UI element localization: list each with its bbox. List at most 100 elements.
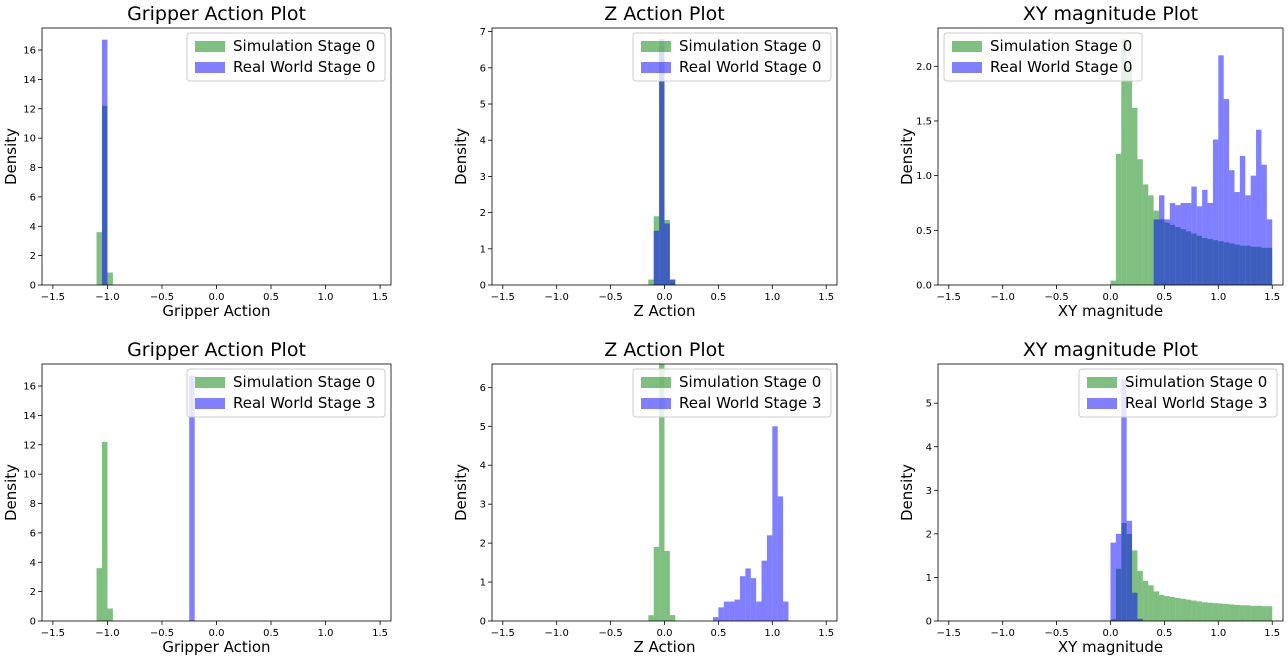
y-tick-label: 14 [23,411,36,422]
histogram-bar [1245,195,1251,285]
histogram-bar [1110,542,1116,621]
histogram-bar [1175,597,1181,621]
histogram-bar [1180,598,1186,621]
histogram-bar [1153,219,1160,285]
legend-box [943,32,1143,82]
x-tick-label: −1.0 [95,292,119,303]
legend-box [632,368,832,418]
series-2-bars [101,39,108,286]
legend-box [186,368,386,418]
y-tick-label: 2 [926,529,932,540]
histogram-bar [777,496,784,621]
legend-swatch [195,41,225,52]
histogram-bar [1164,596,1170,621]
histogram-bar [1223,604,1230,621]
histogram-bar [1218,603,1224,621]
x-tick-label: 1.0 [318,292,334,303]
histogram-bar [107,272,113,285]
x-tick-label: 1.0 [764,628,780,639]
x-axis-label: XY magnitude [1058,638,1163,656]
histogram-bar [1250,175,1257,285]
x-tick-label: −1.5 [491,628,515,639]
histogram-bar [750,578,757,621]
legend-label: Simulation Stage 0 [233,37,375,55]
histogram-bar [101,441,108,621]
y-tick-label: 0.5 [916,226,932,237]
histogram-bar [1229,170,1235,285]
histogram-bar [1261,606,1267,621]
y-tick-label: 2 [480,208,486,219]
histogram-bar [718,607,724,621]
histogram-bar [1266,606,1273,621]
x-tick-label: 1.0 [1210,292,1226,303]
legend: Simulation Stage 0 Real World Stage 0 [943,32,1143,82]
histogram-bar [729,601,735,621]
x-tick-label: −1.0 [991,292,1015,303]
y-tick-label: 6 [480,383,486,394]
histogram-bar [659,364,665,621]
histogram-bar [659,38,665,285]
histogram-bar [1180,202,1186,285]
legend: Simulation Stage 0 Real World Stage 3 [186,368,386,418]
histogram-bar [96,232,102,285]
legend-swatch [641,398,671,409]
histogram-bar [1256,129,1262,285]
histogram-bar [1191,600,1197,621]
histogram-bar [1191,186,1197,285]
y-tick-label: 0 [480,281,486,292]
y-tick-label: 4 [30,558,36,569]
x-tick-label: 0.5 [710,292,726,303]
histogram-bar [772,426,778,621]
y-tick-label: 8 [30,163,36,174]
chart-title: Gripper Action Plot [127,339,306,361]
x-tick-label: −1.0 [991,628,1015,639]
x-tick-label: 1.5 [372,628,388,639]
y-tick-label: 7 [480,27,486,38]
histogram-bar [1245,605,1251,621]
y-tick-label: 2 [480,539,486,550]
histogram-bar [745,568,751,621]
chart-title: Z Action Plot [604,3,724,25]
legend-box [186,32,386,82]
histogram-bar [653,230,660,285]
x-tick-label: 0.0 [209,628,225,639]
histogram-bar [669,279,676,285]
chart-title: Gripper Action Plot [127,3,306,25]
histogram-bar [1126,66,1133,285]
histogram-bar [1250,605,1257,621]
y-tick-label: 10 [23,470,36,481]
histogram-bar [756,601,762,621]
histogram-bar [1142,580,1149,621]
histogram-bar [107,608,113,621]
legend-swatch [1087,377,1117,388]
series-2-bars [1153,55,1273,286]
series-2-bars [1110,379,1143,621]
histogram-bar [1223,99,1230,285]
histogram-bar [1132,592,1138,621]
y-tick-label: 10 [23,134,36,145]
chart-title: XY magnitude Plot [1023,339,1198,361]
legend-label: Real World Stage 3 [1125,394,1268,412]
histogram-bar [1212,603,1219,621]
legend-swatch [641,41,671,52]
histogram-bar [1115,533,1122,621]
legend-swatch [195,62,225,73]
legend-label: Real World Stage 0 [679,58,822,76]
histogram-bar [1137,570,1143,621]
y-tick-label: 2.0 [916,62,932,73]
x-tick-label: −0.5 [150,628,174,639]
legend-label: Real World Stage 0 [233,58,376,76]
legend: Simulation Stage 0 Real World Stage 0 [632,32,832,82]
x-tick-label: −1.0 [545,628,569,639]
histogram-bar [1153,591,1160,621]
subplot-4: −1.5 −1.0 −0.5 0.0 0.5 1.0 1.5 0 2 4 6 8 10 12 14 16 Gri… [2,339,392,656]
histogram-bar [653,547,660,621]
histogram-bar [1196,601,1203,621]
y-tick-label: 6 [480,63,486,74]
histogram-bar [664,223,670,285]
histogram-bar [1202,602,1208,621]
legend-label: Real World Stage 3 [233,394,376,412]
y-tick-label: 8 [30,499,36,510]
histogram-bar [1169,202,1176,285]
